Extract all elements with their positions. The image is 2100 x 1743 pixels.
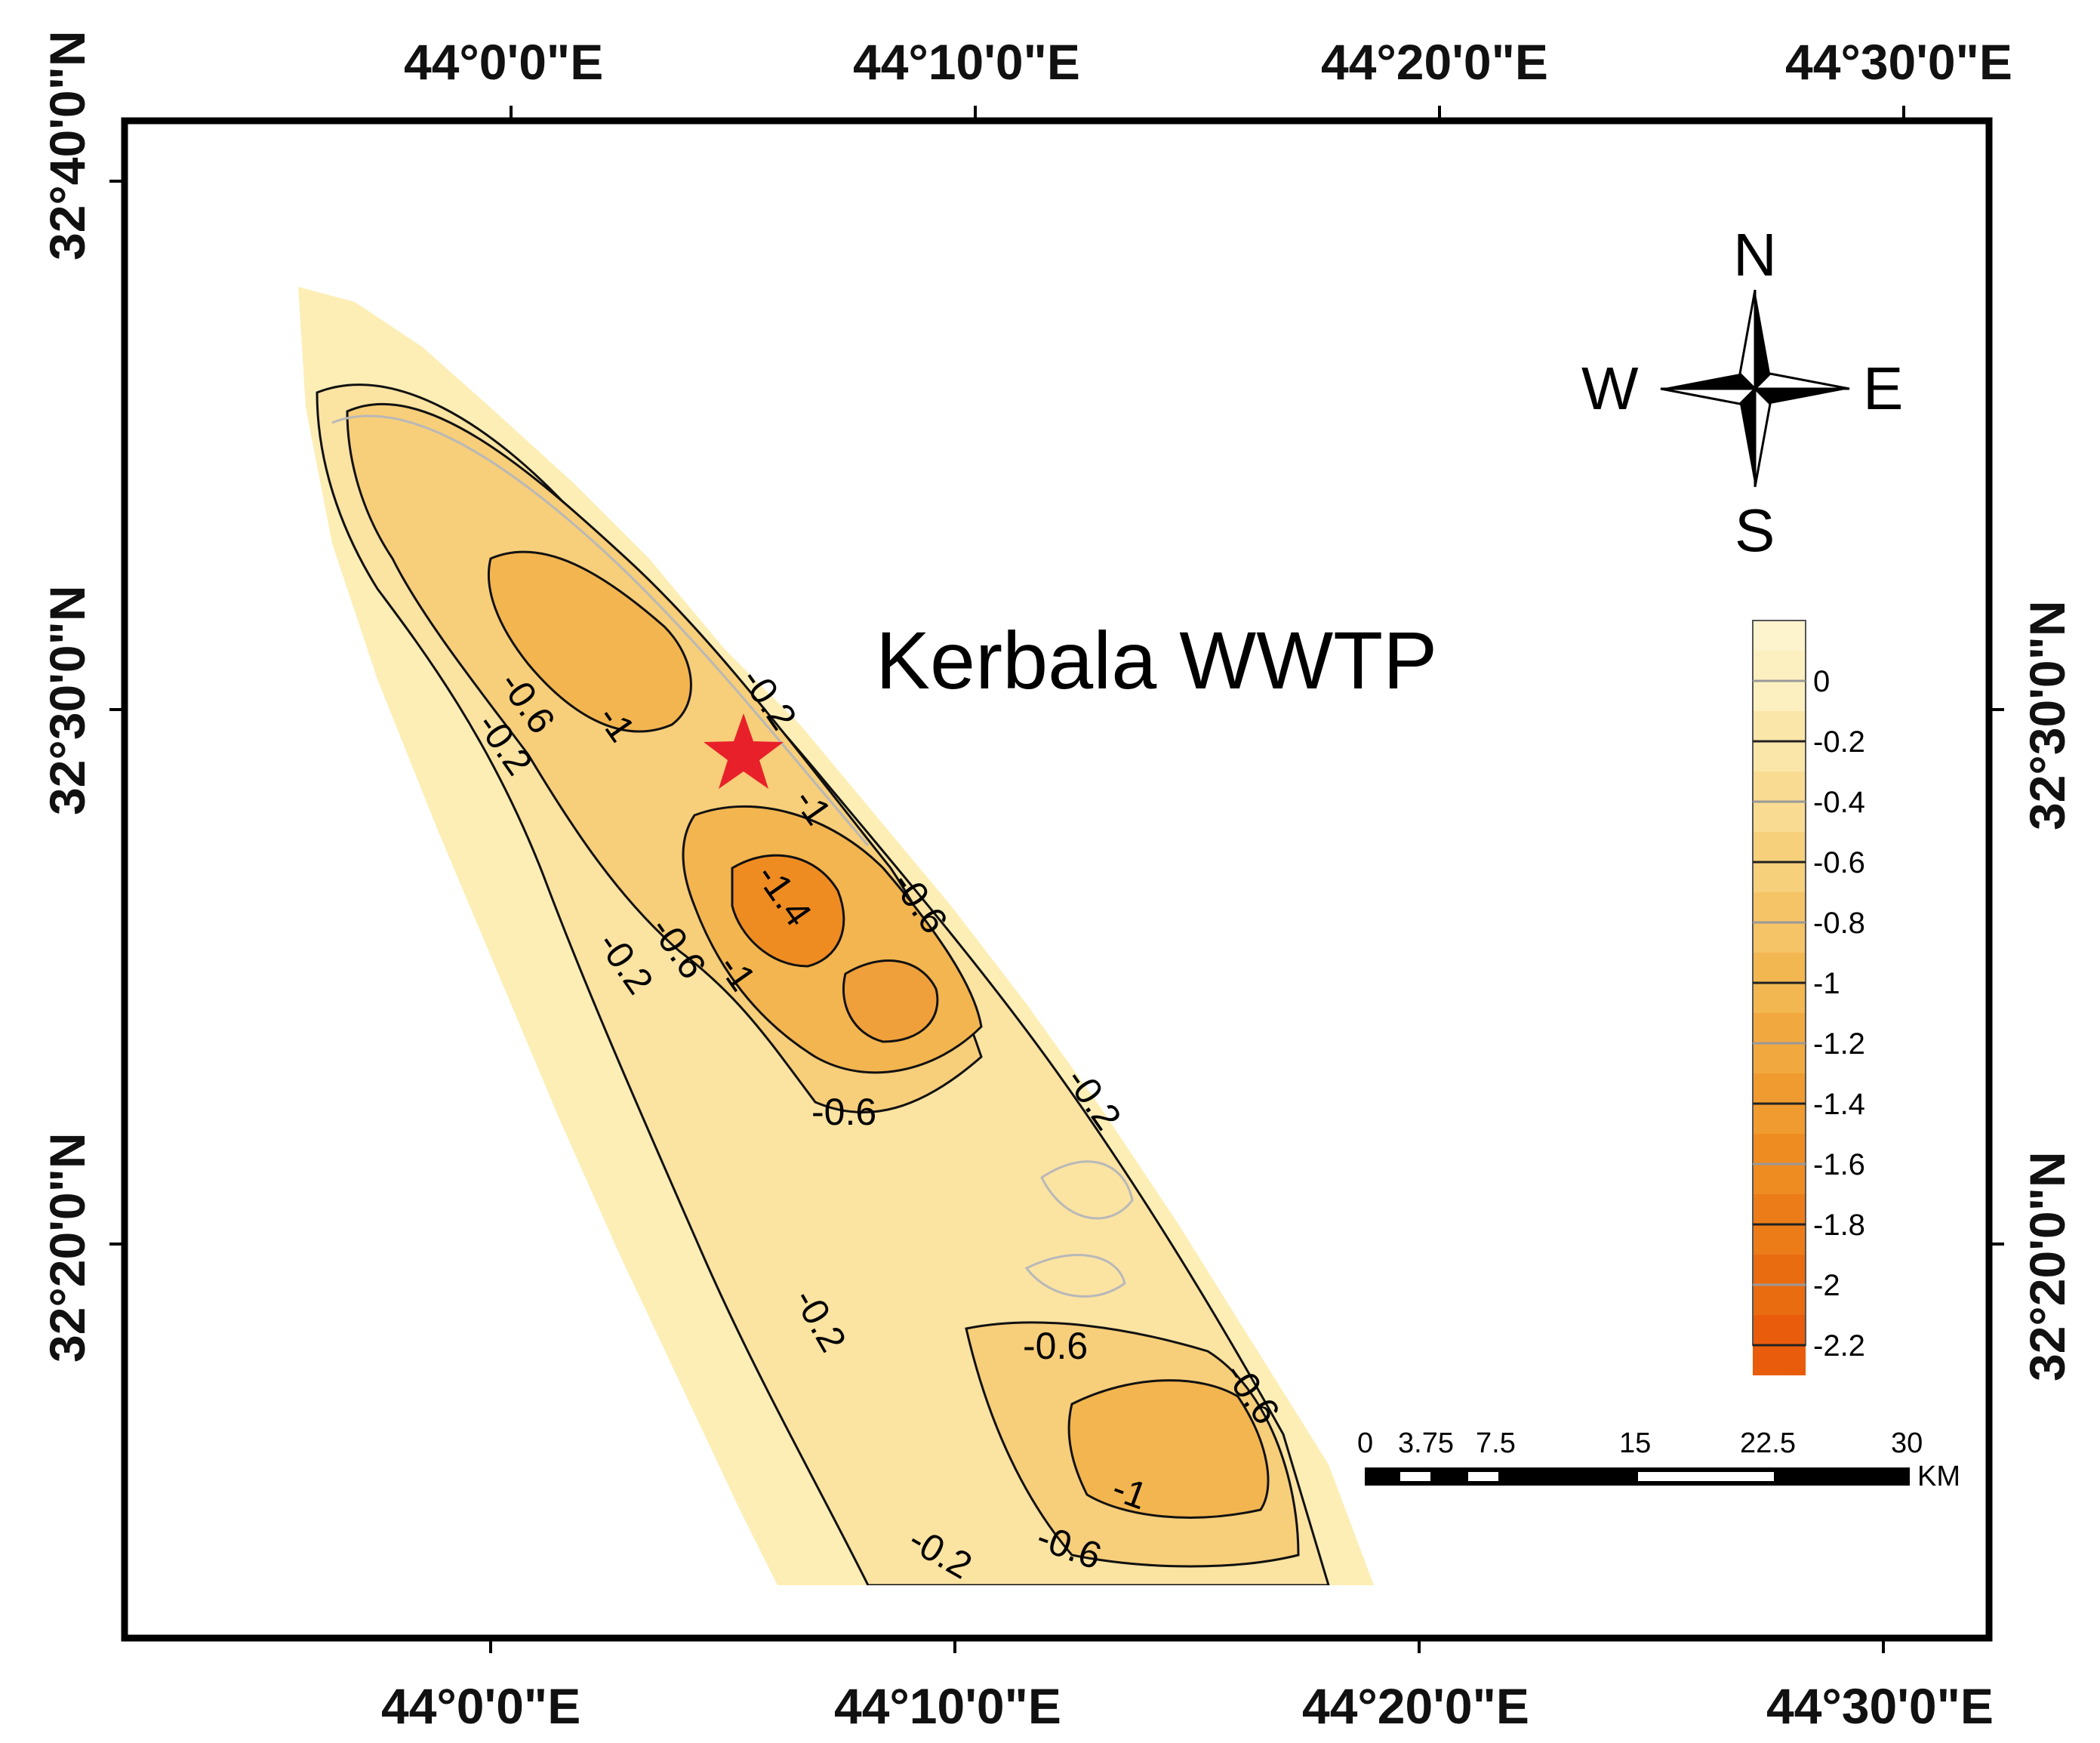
contour-label: -0.6 [811,1091,876,1133]
coord-top: 44°0'0"E [404,34,603,90]
legend-label: -1 [1813,967,1840,1000]
scale-bar: 0 3.75 7.5 15 22.5 30 KM [1357,1427,1960,1492]
compass-w: W [1581,355,1639,422]
scale-tick-label: 0 [1357,1427,1373,1459]
legend-label: -0.8 [1813,907,1865,940]
legend-label: -2 [1813,1269,1840,1302]
north-arrow: N S W E [1581,221,1903,564]
site-star-icon [704,713,784,789]
scale-tick-label: 30 [1891,1427,1923,1459]
coord-bottom: 44°30'0"E [1766,1678,1994,1734]
scale-bar-outline [1365,1467,1910,1486]
legend-label: -1.2 [1813,1027,1865,1061]
coord-top: 44°30'0"E [1785,34,2012,90]
compass-s: S [1735,497,1775,564]
contour-grey-1 [331,414,870,846]
contour-fill-1-4 [731,854,845,968]
legend-label: -1.8 [1813,1209,1865,1242]
scale-seg-white [1400,1472,1430,1481]
scale-seg-white [1468,1472,1498,1481]
compass-n: N [1733,221,1777,288]
contour-label: -0.6 [1023,1325,1088,1367]
coordinate-labels: 44°0'0"E 44°10'0"E 44°20'0"E 44°30'0"E 4… [39,30,2075,1734]
scale-unit: KM [1917,1461,1960,1492]
compass-e: E [1863,355,1903,422]
coord-right: 32°20'0"N [2019,1151,2075,1381]
map-title: Kerbala WWTP [876,614,1437,706]
coord-bottom: 44°0'0"E [381,1678,580,1734]
legend-label: -0.6 [1813,846,1865,879]
scale-tick-label: 22.5 [1740,1427,1796,1459]
contour-fill-1-south [1067,1379,1270,1519]
legend-label: 0 [1813,665,1830,698]
contour-grey-3 [1040,1160,1134,1220]
legend: 0 -0.2 -0.4 -0.6 -0.8 -1 -1.2 -1.4 -1.6 -1.8 -2 -2.… [1752,620,1865,1375]
scale-seg-white [1638,1472,1774,1481]
legend-swatch [1753,621,1806,651]
contour-fill-1-north [487,550,692,733]
coord-left: 32°30'0"N [39,585,95,815]
coord-bottom: 44°20'0"E [1302,1678,1529,1734]
coord-right: 32°30'0"N [2019,600,2075,830]
legend-label: -2.2 [1813,1329,1865,1363]
coord-left: 32°40'0"N [39,30,95,260]
frame-ticks [109,106,2004,1653]
legend-label: -0.4 [1813,786,1865,819]
legend-label: -0.2 [1813,725,1865,759]
scale-tick-label: 3.75 [1398,1427,1454,1459]
coord-bottom: 44°10'0"E [834,1678,1061,1734]
coord-top: 44°20'0"E [1321,34,1548,90]
scale-tick-label: 7.5 [1476,1427,1516,1459]
contour-fill-1-2-east [842,959,939,1043]
scale-tick-label: 15 [1619,1427,1651,1459]
coord-left: 32°20'0"N [39,1132,95,1363]
north-arrow-icon [1755,290,1770,389]
coord-top: 44°10'0"E [853,34,1080,90]
contour-map: -0.6 -1 -0.2 -0.2 -1 -1.4 -0.6 -1 -0.2 -… [298,287,1374,1587]
legend-label: -1.4 [1813,1088,1865,1121]
contour-grey-4 [1024,1254,1126,1298]
legend-label: -1.6 [1813,1148,1865,1181]
